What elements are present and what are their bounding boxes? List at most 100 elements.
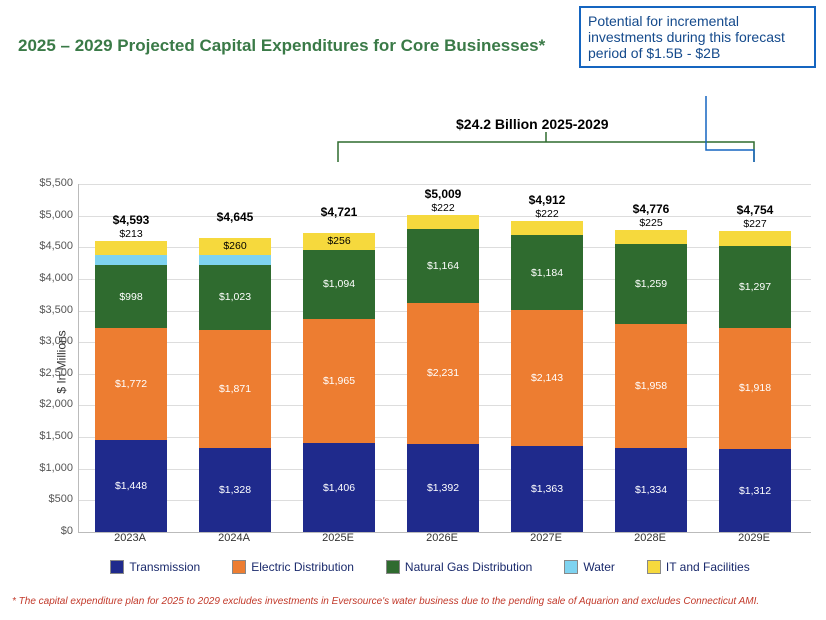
- capex-chart: $ In Millions $1,448$1,772$998$162$213$4…: [18, 172, 818, 552]
- legend-swatch: [564, 560, 578, 574]
- xtick-label: 2023A: [80, 532, 180, 544]
- bar-segment: $260: [199, 238, 271, 254]
- ytick-label: $2,000: [18, 398, 73, 410]
- ytick-label: $4,500: [18, 240, 73, 252]
- bar-segment: $1,871: [199, 330, 271, 448]
- ytick-label: $500: [18, 493, 73, 505]
- bar-segment: $1,965: [303, 319, 375, 443]
- segment-value-label: $1,312: [719, 485, 791, 497]
- bar-segment: $1,958: [615, 324, 687, 448]
- segment-value-label: $2,231: [407, 367, 479, 379]
- segment-value-label: $1,094: [303, 278, 375, 290]
- bar-segment: $225: [615, 230, 687, 244]
- segment-value-label: $1,184: [511, 267, 583, 279]
- legend-label: Transmission: [129, 560, 200, 574]
- segment-value-label: $1,965: [303, 375, 375, 387]
- legend-item: Water: [564, 560, 615, 574]
- segment-value-label: $227: [719, 218, 791, 230]
- bar-segment: $1,448: [95, 440, 167, 532]
- bar-segment: $1,392: [407, 444, 479, 532]
- bar-segment: $222: [407, 215, 479, 229]
- legend-label: Electric Distribution: [251, 560, 354, 574]
- bar-segment: $256: [303, 233, 375, 249]
- segment-value-label: $1,772: [95, 378, 167, 390]
- segment-value-label: $1,958: [615, 380, 687, 392]
- bar-segment: $1,363: [511, 446, 583, 532]
- ytick-label: $5,000: [18, 209, 73, 221]
- xtick-label: 2026E: [392, 532, 492, 544]
- xtick-label: 2024A: [184, 532, 284, 544]
- bar-segment: $1,094: [303, 250, 375, 319]
- bar-segment: $163: [199, 255, 271, 265]
- bar-segment: $1,328: [199, 448, 271, 532]
- segment-value-label: $256: [303, 235, 375, 247]
- bar-total-label: $4,593: [95, 213, 167, 227]
- bar-segment: $213: [95, 241, 167, 254]
- bar-segment: $162: [95, 255, 167, 265]
- legend-swatch: [386, 560, 400, 574]
- page-root: 2025 – 2029 Projected Capital Expenditur…: [0, 0, 826, 620]
- segment-value-label: $1,297: [719, 281, 791, 293]
- segment-value-label: $1,334: [615, 484, 687, 496]
- bar-total-label: $4,645: [199, 210, 271, 224]
- plot-area: $1,448$1,772$998$162$213$4,593$1,328$1,8…: [78, 184, 811, 533]
- bar-segment: $1,297: [719, 246, 791, 328]
- bar-segment: $1,184: [511, 235, 583, 310]
- segment-value-label: $1,392: [407, 482, 479, 494]
- bar-total-label: $4,721: [303, 205, 375, 219]
- legend-item: Natural Gas Distribution: [386, 560, 532, 574]
- bar-segment: $1,918: [719, 328, 791, 449]
- segment-value-label: $1,871: [199, 383, 271, 395]
- segment-value-label: $1,406: [303, 482, 375, 494]
- segment-value-label: $998: [95, 291, 167, 303]
- bar-segment: $998: [95, 265, 167, 328]
- legend-label: Water: [583, 560, 615, 574]
- legend-swatch: [110, 560, 124, 574]
- legend-label: IT and Facilities: [666, 560, 750, 574]
- bar-segment: $2,143: [511, 310, 583, 446]
- xtick-label: 2029E: [704, 532, 804, 544]
- bar-total-label: $4,754: [719, 203, 791, 217]
- bar-total-label: $5,009: [407, 187, 479, 201]
- ytick-label: $3,500: [18, 304, 73, 316]
- legend-label: Natural Gas Distribution: [405, 560, 532, 574]
- footnote: * The capital expenditure plan for 2025 …: [12, 596, 759, 607]
- xtick-label: 2027E: [496, 532, 596, 544]
- segment-value-label: $222: [407, 202, 479, 214]
- bar-total-label: $4,912: [511, 193, 583, 207]
- ytick-label: $3,000: [18, 335, 73, 347]
- bar-segment: $1,259: [615, 244, 687, 324]
- bar-segment: $1,023: [199, 265, 271, 330]
- legend-swatch: [647, 560, 661, 574]
- ytick-label: $5,500: [18, 177, 73, 189]
- segment-value-label: $1,448: [95, 480, 167, 492]
- ytick-label: $2,500: [18, 367, 73, 379]
- legend-swatch: [232, 560, 246, 574]
- segment-value-label: $213: [95, 228, 167, 240]
- segment-value-label: $225: [615, 217, 687, 229]
- bar-segment: $227: [719, 231, 791, 245]
- segment-value-label: $1,259: [615, 278, 687, 290]
- xtick-label: 2025E: [288, 532, 388, 544]
- segment-value-label: $1,023: [199, 291, 271, 303]
- ytick-label: $0: [18, 525, 73, 537]
- segment-value-label: $260: [199, 240, 271, 252]
- segment-value-label: $1,363: [511, 483, 583, 495]
- ytick-label: $1,500: [18, 430, 73, 442]
- bar-total-label: $4,776: [615, 202, 687, 216]
- bar-segment: $1,312: [719, 449, 791, 532]
- segment-value-label: $222: [511, 208, 583, 220]
- bar-segment: $1,772: [95, 328, 167, 440]
- legend-item: IT and Facilities: [647, 560, 750, 574]
- segment-value-label: $2,143: [511, 372, 583, 384]
- legend-item: Transmission: [110, 560, 200, 574]
- bar-segment: $222: [511, 221, 583, 235]
- legend-item: Electric Distribution: [232, 560, 354, 574]
- bar-segment: $1,164: [407, 229, 479, 303]
- segment-value-label: $1,164: [407, 260, 479, 272]
- segment-value-label: $1,918: [719, 382, 791, 394]
- bar-segment: $2,231: [407, 303, 479, 444]
- legend: Transmission Electric Distribution Natural…: [70, 558, 790, 576]
- ytick-label: $4,000: [18, 272, 73, 284]
- ytick-label: $1,000: [18, 462, 73, 474]
